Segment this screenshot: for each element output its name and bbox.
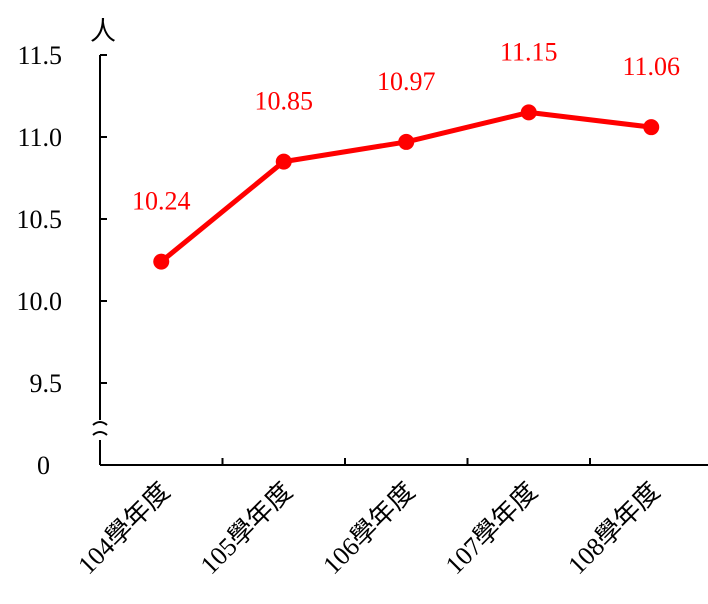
y-tick-label: 11.5 <box>17 41 62 70</box>
data-point <box>520 104 537 121</box>
y-tick-label: 10.5 <box>17 205 63 234</box>
axis-break-mark-lower <box>92 431 108 436</box>
y-tick-label: 9.5 <box>30 369 63 398</box>
data-point <box>153 253 170 270</box>
data-label: 10.85 <box>255 87 314 116</box>
y-axis-unit-label: 人 <box>90 17 116 46</box>
x-tick-label: 106學年度 <box>317 477 420 580</box>
data-label: 11.06 <box>622 52 680 81</box>
data-label: 10.97 <box>377 67 436 96</box>
x-tick-label: 108學年度 <box>562 477 665 580</box>
data-point <box>643 119 660 136</box>
series-group <box>153 104 660 270</box>
data-point <box>398 133 415 150</box>
x-tick-label: 104學年度 <box>72 477 175 580</box>
y-axis-ticks: 11.5 11.0 10.5 10.0 9.5 0 <box>17 41 107 480</box>
y-origin-label: 0 <box>37 451 50 480</box>
chart-axes <box>92 55 708 466</box>
data-label: 10.24 <box>132 187 191 216</box>
y-tick-label: 11.0 <box>17 123 62 152</box>
data-point <box>275 153 292 170</box>
x-tick-label: 105學年度 <box>195 477 298 580</box>
x-axis-ticks: 104學年度 105學年度 106學年度 107學年度 108學年度 <box>72 458 665 580</box>
data-labels-group: 10.24 10.85 10.97 11.15 11.06 <box>132 37 680 215</box>
data-label: 11.15 <box>500 37 558 66</box>
axis-break-mark-upper <box>92 421 108 426</box>
x-tick-label: 107學年度 <box>440 477 543 580</box>
y-tick-label: 10.0 <box>17 287 63 316</box>
